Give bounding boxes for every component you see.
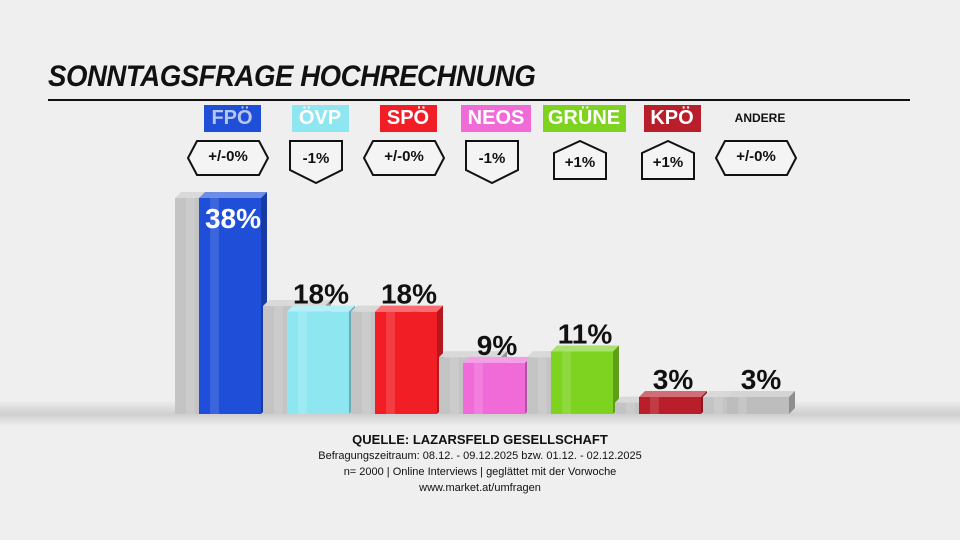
party-label-andere: ANDERE: [734, 111, 786, 125]
bar-grüne: [551, 345, 619, 414]
change-shape-andere: [715, 140, 797, 176]
bar-chart: 38% 18% 18% 9% 11% 3% 3%: [0, 192, 960, 426]
chart-title: SONNTAGSFRAGE HOCHRECHNUNG: [48, 60, 536, 93]
bar-övp-front: [287, 311, 349, 414]
bar-spö: [375, 305, 443, 414]
change-label-övp: -1%: [302, 150, 330, 167]
bar-kpö-highlight: [650, 396, 659, 414]
change-indicator-övp: -1%: [289, 140, 343, 184]
bar-neos-highlight: [474, 362, 483, 414]
prev-bar-spö-highlight: [362, 311, 371, 414]
bar-kpö-top: [639, 390, 707, 397]
bar-spö-top: [375, 305, 443, 312]
value-label-neos: 9%: [477, 330, 518, 361]
change-label-spö: +/-0%: [384, 148, 424, 165]
party-label-spö: SPÖ: [379, 105, 437, 132]
change-indicator-andere: +/-0%: [715, 140, 797, 176]
bar-spö-highlight: [386, 311, 395, 414]
value-label-fpö: 38%: [205, 203, 261, 234]
value-label-kpö: 3%: [653, 364, 694, 395]
bar-fpö: [199, 192, 267, 414]
value-label-grüne: 11%: [558, 318, 613, 349]
prev-bar-kpö-highlight: [626, 402, 635, 414]
bar-övp: [287, 305, 355, 414]
source-title: QUELLE: LAZARSFELD GESELLSCHAFT: [352, 432, 608, 447]
bar-grüne-top: [551, 345, 619, 352]
prev-bar-andere-highlight: [714, 396, 723, 414]
party-label-grüne: GRÜNE: [542, 105, 626, 132]
bar-fpö-top: [199, 192, 267, 198]
value-label-spö: 18%: [381, 279, 437, 310]
bar-övp-highlight: [298, 311, 307, 414]
change-shape-spö: [363, 140, 445, 176]
bar-neos: [463, 356, 531, 414]
title-divider: [48, 99, 910, 101]
change-indicator-kpö: +1%: [641, 140, 695, 180]
bar-fpö-highlight: [210, 198, 219, 414]
source-method: n= 2000 | Online Interviews | geglättet …: [343, 466, 617, 478]
change-indicator-spö: +/-0%: [363, 140, 445, 176]
bar-spö-front: [375, 311, 437, 414]
party-label-övp: ÖVP: [291, 105, 349, 132]
source-url: www.market.at/umfragen: [419, 482, 541, 494]
change-shape-kpö: [641, 140, 695, 180]
change-shape-fpö: [187, 140, 269, 176]
bar-andere-side: [789, 390, 795, 414]
change-indicator-fpö: +/-0%: [187, 140, 269, 176]
change-indicator-grüne: +1%: [553, 140, 607, 180]
prev-bar-grüne-highlight: [538, 357, 547, 414]
value-label-övp: 18%: [293, 279, 349, 310]
prev-bar-neos-top: [439, 351, 507, 358]
party-label-fpö: FPÖ: [203, 105, 261, 132]
source-period: Befragungszeitraum: 08.12. - 09.12.2025 …: [318, 450, 642, 462]
bar-andere-front: [727, 396, 789, 414]
bar-kpö-front: [639, 396, 701, 414]
prev-bar-neos-highlight: [450, 357, 459, 414]
bar-andere-top: [727, 390, 795, 397]
bar-andere-highlight: [738, 396, 747, 414]
prev-bar-övp-top: [263, 300, 331, 306]
bar-neos-top: [463, 356, 531, 363]
party-label-neos: NEOS: [461, 105, 531, 132]
change-shape-övp: [289, 140, 343, 184]
bar-neos-front: [463, 362, 525, 414]
bar-fpö-front: [199, 198, 261, 414]
change-label-kpö: +1%: [652, 154, 684, 171]
prev-bar-fpö-highlight: [186, 198, 195, 414]
change-indicator-neos: -1%: [465, 140, 519, 184]
change-label-neos: -1%: [478, 150, 506, 167]
bar-grüne-highlight: [562, 351, 571, 414]
change-shape-grüne: [553, 140, 607, 180]
bar-grüne-side: [613, 345, 619, 414]
change-label-andere: +/-0%: [736, 148, 776, 165]
bar-övp-top: [287, 305, 355, 312]
change-label-grüne: +1%: [564, 154, 596, 171]
change-label-fpö: +/-0%: [208, 148, 248, 165]
prev-bar-övp-highlight: [274, 306, 283, 414]
party-label-kpö: KPÖ: [643, 105, 701, 132]
bar-grüne-front: [551, 351, 613, 414]
change-shape-neos: [465, 140, 519, 184]
value-label-andere: 3%: [741, 364, 782, 395]
bar-andere: [727, 390, 795, 414]
